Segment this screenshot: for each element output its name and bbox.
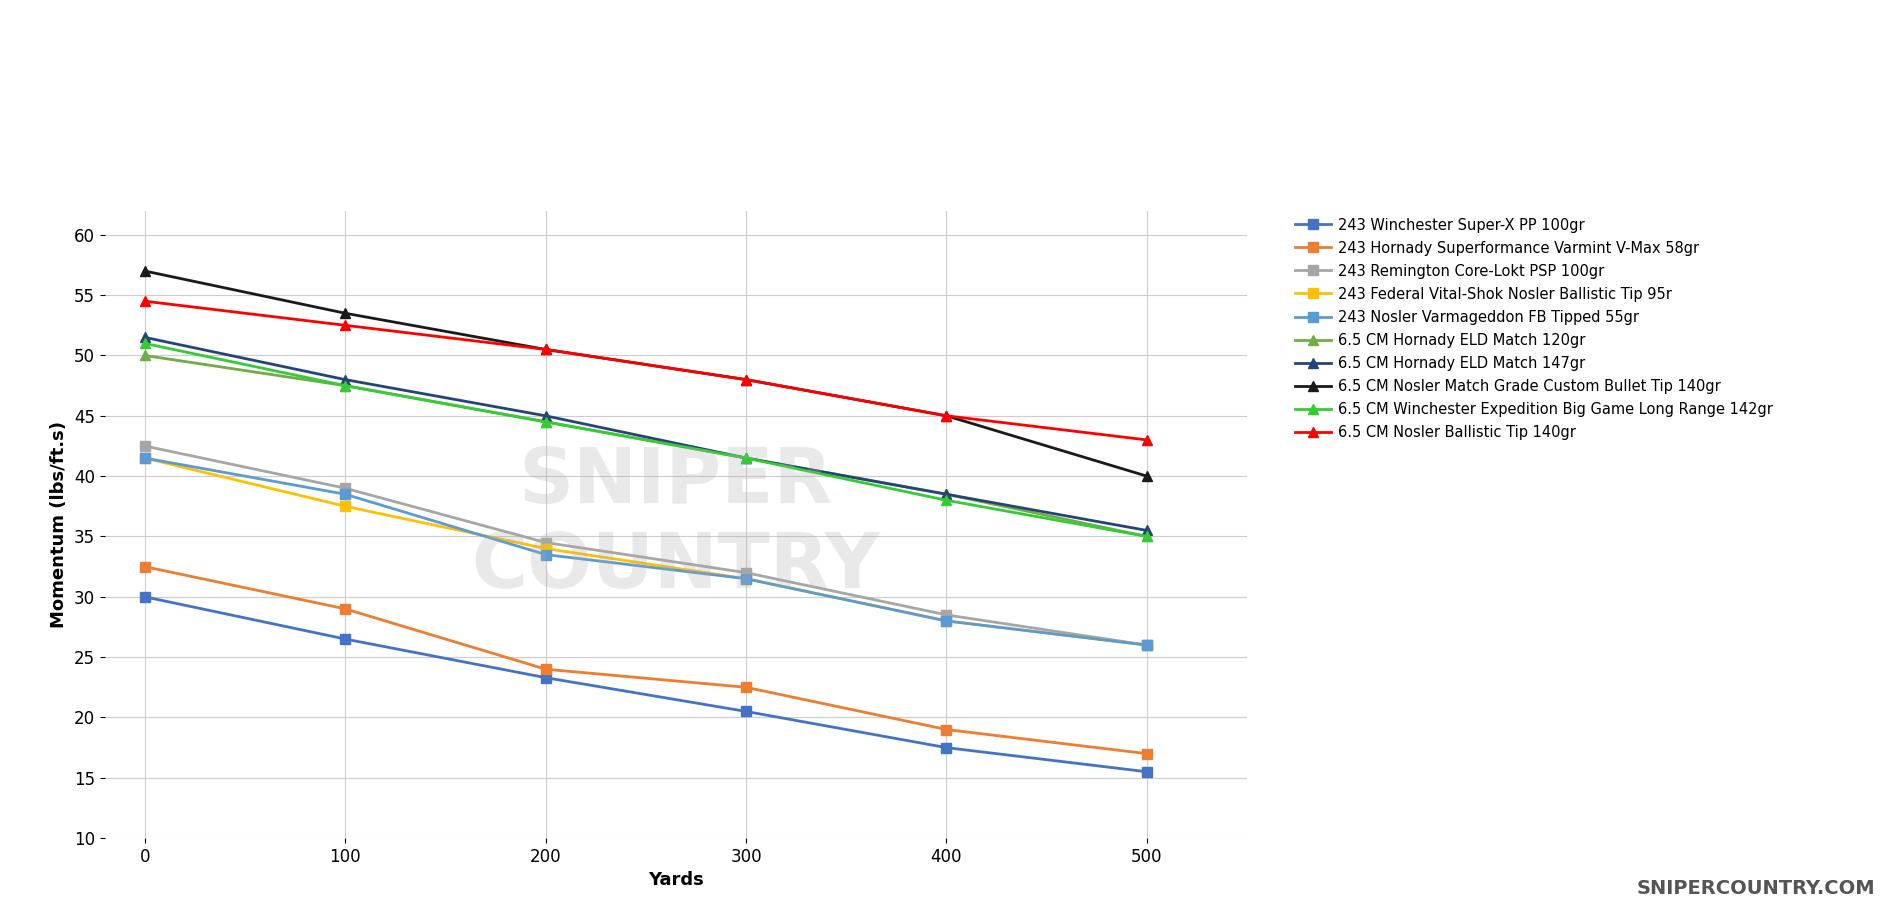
6.5 CM Hornady ELD Match 147gr (535, 410, 558, 421)
243 Remington Core-Lokt PSP 100gr (1135, 639, 1158, 650)
6.5 CM Nosler Ballistic Tip 140gr (1135, 434, 1158, 445)
243 Remington Core-Lokt PSP 100gr (535, 537, 558, 548)
Text: SNIPER
COUNTRY: SNIPER COUNTRY (472, 444, 880, 605)
Line: 6.5 CM Nosler Ballistic Tip 140gr: 6.5 CM Nosler Ballistic Tip 140gr (139, 296, 1152, 445)
243 Nosler Varmageddon FB Tipped 55gr (333, 489, 356, 500)
6.5 CM Hornady ELD Match 120gr (935, 489, 958, 500)
243 Hornady Superformance Varmint V-Max 58gr (535, 664, 558, 675)
6.5 CM Nosler Match Grade Custom Bullet Tip 140gr (333, 308, 356, 319)
X-axis label: Yards: Yards (647, 871, 704, 889)
243 Federal Vital-Shok Nosler Ballistic Tip 95r (735, 573, 758, 584)
6.5 CM Hornady ELD Match 120gr (735, 453, 758, 463)
243 Winchester Super-X PP 100gr (333, 634, 356, 645)
243 Winchester Super-X PP 100gr (1135, 767, 1158, 778)
243 Federal Vital-Shok Nosler Ballistic Tip 95r (333, 501, 356, 512)
243 Federal Vital-Shok Nosler Ballistic Tip 95r (535, 543, 558, 554)
243 Federal Vital-Shok Nosler Ballistic Tip 95r (133, 453, 156, 463)
243 Winchester Super-X PP 100gr (735, 706, 758, 717)
6.5 CM Hornady ELD Match 120gr (133, 350, 156, 361)
243 Remington Core-Lokt PSP 100gr (735, 567, 758, 578)
243 Hornady Superformance Varmint V-Max 58gr (133, 562, 156, 572)
243 Federal Vital-Shok Nosler Ballistic Tip 95r (1135, 639, 1158, 650)
6.5 CM Nosler Ballistic Tip 140gr (935, 410, 958, 421)
Line: 243 Hornady Superformance Varmint V-Max 58gr: 243 Hornady Superformance Varmint V-Max … (139, 562, 1152, 758)
Line: 6.5 CM Hornady ELD Match 120gr: 6.5 CM Hornady ELD Match 120gr (139, 351, 1152, 541)
6.5 CM Winchester Expedition Big Game Long Range 142gr (935, 495, 958, 506)
243 Hornady Superformance Varmint V-Max 58gr (1135, 748, 1158, 759)
6.5 CM Nosler Match Grade Custom Bullet Tip 140gr (1135, 471, 1158, 482)
243 Remington Core-Lokt PSP 100gr (133, 441, 156, 452)
243 Hornady Superformance Varmint V-Max 58gr (333, 604, 356, 615)
6.5 CM Hornady ELD Match 147gr (735, 453, 758, 463)
6.5 CM Hornady ELD Match 147gr (935, 489, 958, 500)
6.5 CM Hornady ELD Match 120gr (1135, 531, 1158, 542)
Line: 6.5 CM Nosler Match Grade Custom Bullet Tip 140gr: 6.5 CM Nosler Match Grade Custom Bullet … (139, 267, 1152, 481)
6.5 CM Nosler Match Grade Custom Bullet Tip 140gr (133, 266, 156, 277)
243 Nosler Varmageddon FB Tipped 55gr (735, 573, 758, 584)
243 Nosler Varmageddon FB Tipped 55gr (1135, 639, 1158, 650)
6.5 CM Nosler Match Grade Custom Bullet Tip 140gr (535, 344, 558, 354)
Line: 243 Winchester Super-X PP 100gr: 243 Winchester Super-X PP 100gr (139, 592, 1152, 777)
243 Winchester Super-X PP 100gr (935, 742, 958, 753)
Text: SNIPERCOUNTRY.COM: SNIPERCOUNTRY.COM (1637, 878, 1875, 898)
Legend: 243 Winchester Super-X PP 100gr, 243 Hornady Superformance Varmint V-Max 58gr, 2: 243 Winchester Super-X PP 100gr, 243 Hor… (1289, 212, 1778, 445)
6.5 CM Winchester Expedition Big Game Long Range 142gr (133, 338, 156, 349)
Line: 6.5 CM Hornady ELD Match 147gr: 6.5 CM Hornady ELD Match 147gr (139, 333, 1152, 535)
243 Remington Core-Lokt PSP 100gr (935, 609, 958, 620)
243 Hornady Superformance Varmint V-Max 58gr (735, 682, 758, 692)
Line: 243 Remington Core-Lokt PSP 100gr: 243 Remington Core-Lokt PSP 100gr (139, 442, 1152, 650)
243 Hornady Superformance Varmint V-Max 58gr (935, 724, 958, 735)
6.5 CM Hornady ELD Match 147gr (1135, 525, 1158, 536)
6.5 CM Nosler Match Grade Custom Bullet Tip 140gr (935, 410, 958, 421)
6.5 CM Hornady ELD Match 120gr (333, 380, 356, 391)
6.5 CM Nosler Ballistic Tip 140gr (133, 296, 156, 307)
6.5 CM Nosler Match Grade Custom Bullet Tip 140gr (735, 374, 758, 385)
6.5 CM Hornady ELD Match 147gr (133, 332, 156, 343)
243 Nosler Varmageddon FB Tipped 55gr (535, 549, 558, 560)
243 Remington Core-Lokt PSP 100gr (333, 483, 356, 494)
243 Nosler Varmageddon FB Tipped 55gr (133, 453, 156, 463)
243 Winchester Super-X PP 100gr (535, 672, 558, 683)
243 Winchester Super-X PP 100gr (133, 592, 156, 603)
Y-axis label: Momentum (lbs/ft.s): Momentum (lbs/ft.s) (50, 421, 69, 627)
6.5 CM Hornady ELD Match 147gr (333, 374, 356, 385)
6.5 CM Nosler Ballistic Tip 140gr (333, 320, 356, 331)
243 Nosler Varmageddon FB Tipped 55gr (935, 616, 958, 627)
6.5 CM Winchester Expedition Big Game Long Range 142gr (735, 453, 758, 463)
Line: 6.5 CM Winchester Expedition Big Game Long Range 142gr: 6.5 CM Winchester Expedition Big Game Lo… (139, 339, 1152, 541)
6.5 CM Nosler Ballistic Tip 140gr (535, 344, 558, 354)
Line: 243 Federal Vital-Shok Nosler Ballistic Tip 95r: 243 Federal Vital-Shok Nosler Ballistic … (139, 453, 1152, 650)
Line: 243 Nosler Varmageddon FB Tipped 55gr: 243 Nosler Varmageddon FB Tipped 55gr (139, 453, 1152, 650)
6.5 CM Winchester Expedition Big Game Long Range 142gr (333, 380, 356, 391)
6.5 CM Winchester Expedition Big Game Long Range 142gr (1135, 531, 1158, 542)
6.5 CM Nosler Ballistic Tip 140gr (735, 374, 758, 385)
243 Federal Vital-Shok Nosler Ballistic Tip 95r (935, 616, 958, 627)
6.5 CM Winchester Expedition Big Game Long Range 142gr (535, 417, 558, 428)
6.5 CM Hornady ELD Match 120gr (535, 417, 558, 428)
Text: MOMENTUM: MOMENTUM (666, 39, 1238, 121)
